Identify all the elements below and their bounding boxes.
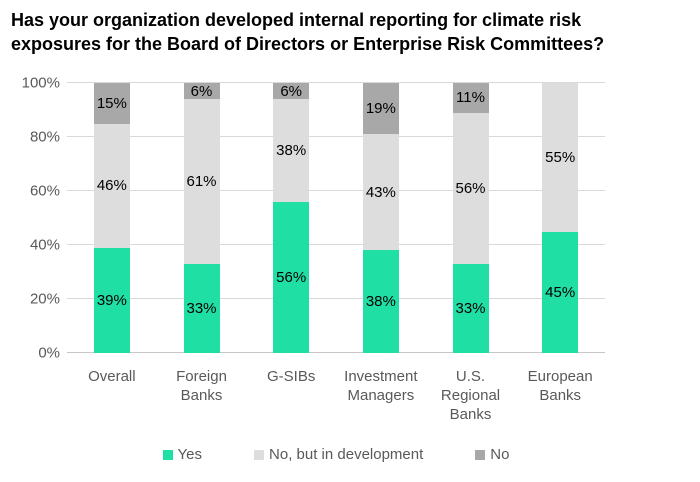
bar-slot: 33% 61% 6% [157,83,247,353]
stacked-bar: 45% 55% [542,83,579,353]
bar-segment: 33% [452,263,489,353]
legend: Yes No, but in development No [67,446,605,463]
bar-segment: 33% [183,263,220,353]
legend-label: Yes [177,446,203,463]
bar-segment: 19% [362,83,399,135]
bar-segment: 38% [362,250,399,353]
bar-slot: 45% 55% [515,83,605,353]
bar-segment: 15% [93,83,130,124]
x-category-label: Foreign Banks [176,368,227,404]
bar-segment-label: 33% [455,299,486,317]
legend-label: No, but in development [269,446,424,463]
bar-segment-label: 33% [186,299,217,317]
y-tick-label: 60% [29,182,60,200]
stacked-bar: 39% 46% 15% [93,83,130,353]
bar-segment-label: 55% [545,148,576,166]
x-axis-labels: Overall Foreign Banks G-SIBs Investment Man… [67,367,605,424]
legend-item: No [475,446,509,463]
bar-slot: 33% 56% 11% [426,83,516,353]
bar-segment-label: 15% [96,94,127,112]
x-axis-line [67,352,605,353]
y-tick-label: 20% [29,290,60,308]
stacked-bar: 33% 56% 11% [452,83,489,353]
chart-title-line2: exposures for the Board of Directors or … [11,34,605,54]
bar-segment: 55% [542,83,579,232]
x-category-label: European Banks [527,368,593,404]
bar-segment: 56% [452,112,489,264]
bar-segment: 39% [93,247,130,353]
y-axis-labels: 0% 20% 40% 60% 80% 100% [0,75,60,362]
gridline [67,136,605,137]
legend-swatch [475,449,486,460]
bar-segment-label: 38% [276,142,307,160]
x-category-label: Overall [88,368,136,385]
gridline [67,190,605,191]
bar-segment-label: 39% [96,291,127,309]
x-category-label: U.S. Regional Banks [440,368,501,423]
bar-segment-label: 43% [365,183,396,201]
bar-segment: 61% [183,99,220,264]
gridline [67,82,605,83]
plot-area: 39% 46% 15% 33% 61% 6% 56% 38% 6% 38% 43% 19% 33% 56%… [67,82,605,353]
x-category-label: G-SIBs [267,368,316,385]
bar-segment-label: 56% [276,268,307,286]
chart-title-line1: Has your organization developed internal… [11,10,582,30]
bar-slot: 56% 38% 6% [246,83,336,353]
bar-slot: 38% 43% 19% [336,83,426,353]
legend-swatch [162,449,173,460]
bar-segment: 56% [273,201,310,353]
bar-segment-label: 38% [365,293,396,311]
bar-segment: 46% [93,123,130,248]
gridline [67,298,605,299]
bar-segment-label: 46% [96,177,127,195]
bar-segment: 43% [362,134,399,251]
bar-slot: 39% 46% 15% [67,83,157,353]
bar-segment: 6% [183,82,220,100]
stacked-bar: 38% 43% 19% [362,83,399,353]
legend-item: Yes [162,446,203,463]
y-tick-label: 40% [29,236,60,254]
bars: 39% 46% 15% 33% 61% 6% 56% 38% 6% 38% 43% 19% 33% 56%… [67,83,605,353]
legend-swatch [254,449,265,460]
y-tick-label: 100% [21,74,60,92]
bar-segment-label: 11% [456,89,485,107]
bar-segment-label: 45% [545,283,576,301]
x-category-label: Investment Managers [344,368,418,404]
bar-segment-label: 61% [186,173,217,191]
chart-title: Has your organization developed internal… [11,8,695,56]
legend-item: No, but in development [254,446,423,463]
bar-segment: 45% [542,231,579,353]
stacked-bar: 56% 38% 6% [273,82,310,353]
bar-segment: 38% [273,99,310,202]
bar-segment-label: 19% [365,100,396,118]
bar-segment-label: 6% [190,82,213,100]
bar-segment-label: 6% [280,82,303,100]
legend-label: No [490,446,510,463]
bar-segment: 11% [452,83,489,113]
stacked-bar: 33% 61% 6% [183,82,220,353]
bar-segment: 6% [273,82,310,100]
gridline [67,244,605,245]
y-tick-label: 80% [29,128,60,146]
y-tick-label: 0% [38,344,60,362]
bar-segment-label: 56% [455,179,486,197]
